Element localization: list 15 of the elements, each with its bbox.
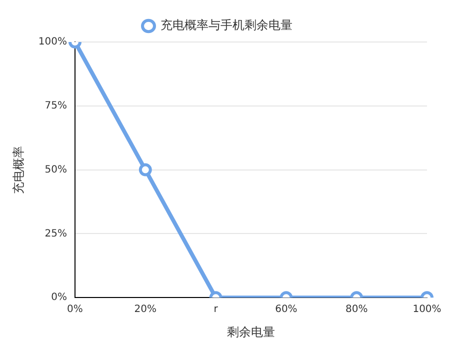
y-tick-label: 0% [51, 292, 67, 304]
y-tick-label: 50% [44, 164, 67, 176]
point [138, 163, 152, 176]
x-tick-label: 0% [67, 304, 83, 316]
y-axis-title: 充电概率 [11, 146, 26, 194]
x-tick-label: 100% [412, 304, 442, 316]
x-axis-title: 剩余电量 [226, 324, 275, 339]
y-tick-label: 75% [44, 100, 67, 112]
y-tick-label: 100% [38, 36, 67, 48]
x-tick-label: 80% [345, 304, 368, 316]
x-tick-label: r [214, 304, 219, 316]
x-tick-label: 60% [275, 304, 298, 316]
y-tick-label: 25% [44, 228, 67, 240]
legend-label: 充电概率与手机剩余电量 [160, 18, 292, 32]
x-tick-label: 20% [134, 304, 157, 316]
